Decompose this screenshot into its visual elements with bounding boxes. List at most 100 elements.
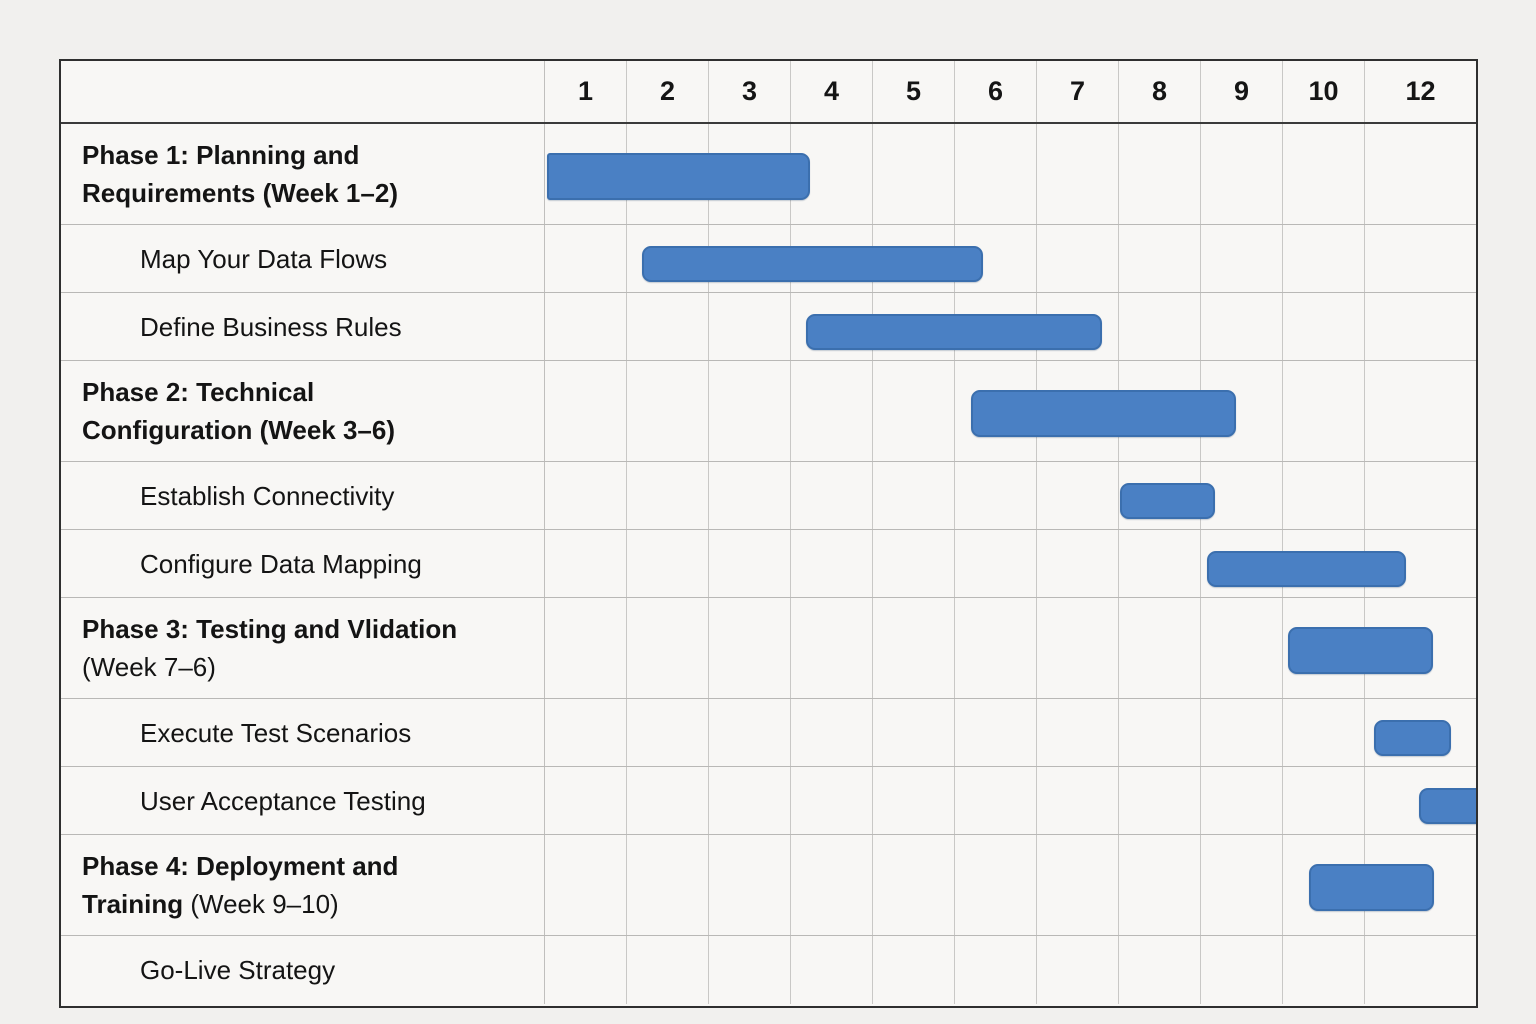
week-header-cell: 8 xyxy=(1119,61,1201,122)
gantt-bar xyxy=(1288,627,1433,674)
week-grid-cell xyxy=(1037,835,1119,935)
week-grid-cell xyxy=(545,225,627,292)
week-grid-cell xyxy=(545,767,627,834)
week-grid-cell xyxy=(873,835,955,935)
week-grid-cell xyxy=(1365,936,1476,1004)
week-grid-cell xyxy=(955,530,1037,597)
task-label-normal-segment: Execute Test Scenarios xyxy=(140,717,412,748)
week-grid-cell xyxy=(545,293,627,360)
week-grid-cell xyxy=(1283,225,1365,292)
task-label-text: Establish Connectivity xyxy=(140,477,394,515)
week-grid-cell xyxy=(1037,530,1119,597)
week-grid-cell xyxy=(1365,225,1476,292)
week-grid-cell xyxy=(955,767,1037,834)
week-grid-cell xyxy=(1283,767,1365,834)
week-grid-cell xyxy=(1037,936,1119,1004)
task-label-bold-segment: Phase 1: Planning and Requirements (Week… xyxy=(82,140,398,208)
week-grid-cell xyxy=(1283,936,1365,1004)
task-label-cell: Configure Data Mapping xyxy=(61,530,545,597)
week-grid-cell xyxy=(709,699,791,766)
week-grid-cell xyxy=(627,293,709,360)
gantt-bar xyxy=(1374,720,1451,756)
week-grid-cell xyxy=(873,699,955,766)
week-grid-cell xyxy=(1119,835,1201,935)
task-label-normal-segment: User Acceptance Testing xyxy=(140,785,426,816)
week-grid-cell xyxy=(545,361,627,461)
gantt-row-task-1: Map Your Data Flows xyxy=(61,225,1476,293)
task-label-cell: Phase 2: Technical Configuration (Week 3… xyxy=(61,361,545,461)
week-header-cell: 4 xyxy=(791,61,873,122)
week-grid-cell xyxy=(545,598,627,698)
task-label-normal-segment: (Week 9–10) xyxy=(190,889,339,919)
week-grid-cell xyxy=(955,936,1037,1004)
week-grid-cell xyxy=(791,767,873,834)
gantt-row-task-10: Go-Live Strategy xyxy=(61,936,1476,1004)
task-label-bold-segment: Phase 3: Testing and Vlidation xyxy=(82,614,458,644)
task-label-cell: Phase 1: Planning and Requirements (Week… xyxy=(61,124,545,224)
week-grid-cell xyxy=(1201,835,1283,935)
week-header-cell: 2 xyxy=(627,61,709,122)
task-row-timeline xyxy=(545,699,1476,766)
week-grid-cell xyxy=(955,835,1037,935)
week-grid-cell xyxy=(873,361,955,461)
week-grid-cell xyxy=(1037,225,1119,292)
week-grid-cell xyxy=(709,530,791,597)
task-label-bold-segment: Phase 4: Deployment and Training xyxy=(82,851,399,919)
task-row-timeline xyxy=(545,530,1476,597)
gantt-row-task-4: Establish Connectivity xyxy=(61,462,1476,530)
week-grid-cell xyxy=(1201,598,1283,698)
task-row-timeline xyxy=(545,835,1476,935)
week-grid-cell xyxy=(1037,462,1119,529)
week-header-cell: 5 xyxy=(873,61,955,122)
week-grid-cell xyxy=(627,462,709,529)
week-grid-cell xyxy=(1119,767,1201,834)
task-label-normal-segment: Map Your Data Flows xyxy=(140,243,388,274)
week-grid-cell xyxy=(873,767,955,834)
week-grid-cell xyxy=(709,835,791,935)
task-label-cell: Execute Test Scenarios xyxy=(61,699,545,766)
week-grid-cell xyxy=(627,598,709,698)
task-label-text: Phase 1: Planning and Requirements (Week… xyxy=(82,136,398,212)
week-grid-cell xyxy=(873,462,955,529)
week-grid-cell xyxy=(1119,293,1201,360)
week-header-cell: 10 xyxy=(1283,61,1365,122)
week-header-cell: 12 xyxy=(1405,76,1436,106)
task-label-cell: Go-Live Strategy xyxy=(61,936,545,1004)
task-label-normal-segment: Go-Live Strategy xyxy=(140,955,336,985)
week-grid-cell xyxy=(545,699,627,766)
week-grid-cell xyxy=(709,767,791,834)
task-row-timeline xyxy=(545,361,1476,461)
week-grid-cell xyxy=(1365,361,1476,461)
task-label-normal-segment: Establish Connectivity xyxy=(140,480,395,511)
gantt-header-corner-cell xyxy=(61,61,545,122)
week-grid-cell xyxy=(791,699,873,766)
week-grid-cell xyxy=(1201,225,1283,292)
gantt-bar xyxy=(547,153,810,200)
week-grid-cell xyxy=(1283,361,1365,461)
week-grid-cell xyxy=(1119,598,1201,698)
task-label-cell: Phase 4: Deployment and Training (Week 9… xyxy=(61,835,545,935)
week-grid-cell xyxy=(709,293,791,360)
week-grid-cell xyxy=(1037,767,1119,834)
task-label-cell: Establish Connectivity xyxy=(61,462,545,529)
task-label-text: Execute Test Scenarios xyxy=(140,714,411,752)
week-grid-cell xyxy=(791,598,873,698)
task-label-text: Define Business Rules xyxy=(140,308,402,346)
week-grid-cell xyxy=(1119,699,1201,766)
task-label-text: Phase 3: Testing and Vlidation (Week 7–6… xyxy=(82,610,457,686)
gantt-row-task-5: Configure Data Mapping xyxy=(61,530,1476,598)
week-grid-cell xyxy=(1283,699,1365,766)
week-grid-cell xyxy=(1119,124,1201,224)
gantt-header-row: 1 2 3 4 5 6 7 8 9 10 12 xyxy=(61,61,1476,124)
week-grid-cell xyxy=(873,936,955,1004)
week-grid-cell xyxy=(709,361,791,461)
week-grid-cell xyxy=(1201,293,1283,360)
week-grid-cell xyxy=(709,462,791,529)
week-grid-cell xyxy=(873,124,955,224)
task-label-text: Map Your Data Flows xyxy=(140,240,387,278)
week-grid-cell xyxy=(1201,699,1283,766)
gantt-row-task-8: User Acceptance Testing xyxy=(61,767,1476,835)
week-grid-cell xyxy=(545,936,627,1004)
task-label-normal-segment: (Week 7–6) xyxy=(82,652,216,682)
week-grid-cell xyxy=(1119,225,1201,292)
